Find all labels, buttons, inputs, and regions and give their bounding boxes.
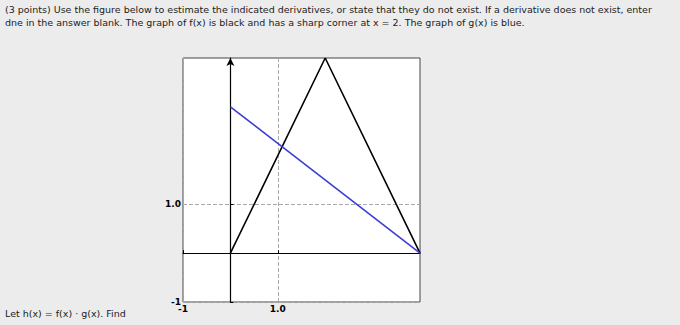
svg-text:1.0: 1.0 [165,199,181,209]
svg-text:1.0: 1.0 [270,304,286,314]
svg-text:-1: -1 [178,304,188,314]
html-text:dne in the answer blank. The g: dne in the answer blank. The graph of f(… [5,17,525,28]
html-text:(3 points) Use the figure belo: (3 points) Use the figure below to estim… [5,4,652,15]
svg-text:-1: -1 [171,297,181,307]
html-text:Let h(x) = f(x) · g(x). Find: Let h(x) = f(x) · g(x). Find [5,308,126,319]
